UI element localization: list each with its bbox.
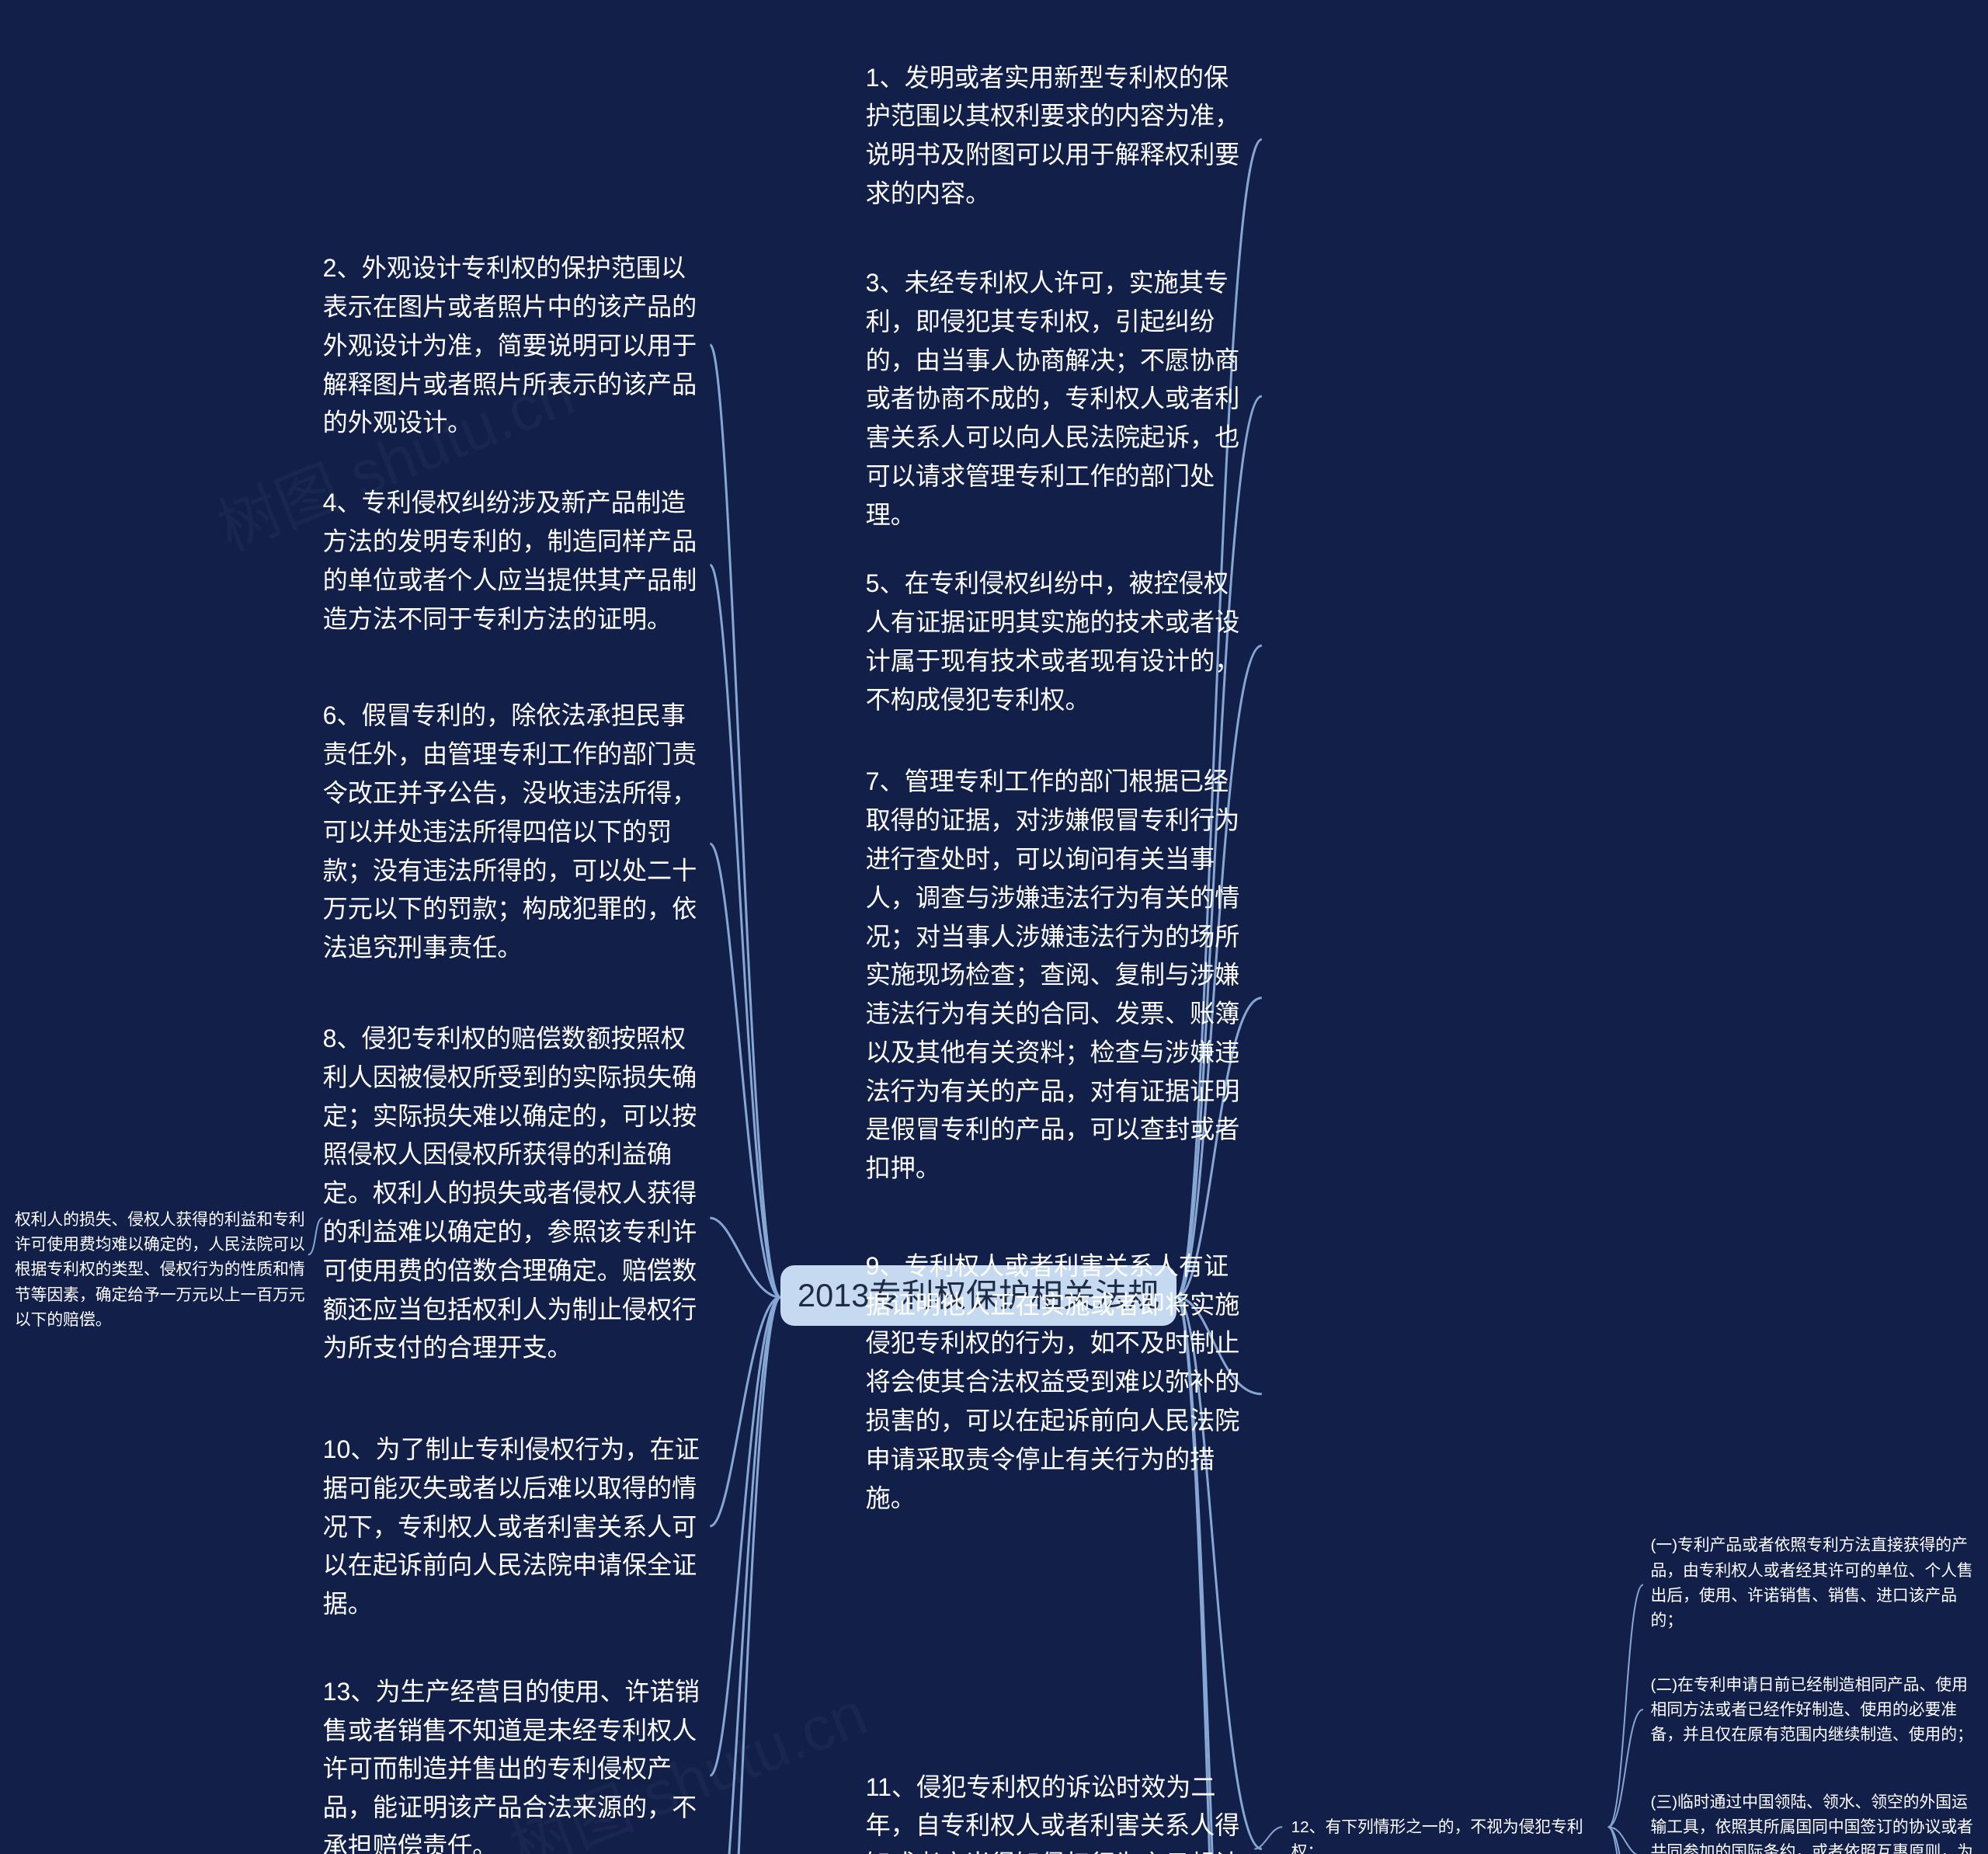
node-L8-extra: 权利人的损失、侵权人获得的利益和专利许可使用费均难以确定的，人民法院可以根据专利… [15, 1208, 308, 1333]
node-R12: 12、有下列情形之一的，不视为侵犯专利权： [1291, 1815, 1607, 1854]
node-L10: 10、为了制止专利侵权行为，在证据可能灭失或者以后难以取得的情况下，专利权人或者… [323, 1431, 711, 1624]
node-R7: 7、管理专利工作的部门根据已经取得的证据，对涉嫌假冒专利行为进行查处时，可以询问… [866, 763, 1253, 1188]
node-R11: 11、侵犯专利权的诉讼时效为二年，自专利权人或者利害关系人得知或者应当得知侵权行… [866, 1769, 1253, 1854]
node-R1: 1、发明或者实用新型专利权的保护范围以其权利要求的内容为准，说明书及附图可以用于… [866, 59, 1253, 214]
node-L2: 2、外观设计专利权的保护范围以表示在图片或者照片中的该产品的外观设计为准，简要说… [323, 249, 711, 443]
node-L4: 4、专利侵权纠纷涉及新产品制造方法的发明专利的，制造同样产品的单位或者个人应当提… [323, 484, 711, 638]
node-L13: 13、为生产经营目的使用、许诺销售或者销售不知道是未经专利权人许可而制造并售出的… [323, 1673, 711, 1854]
node-R9: 9、专利权人或者利害关系人有证据证明他人正在实施或者即将实施侵犯专利权的行为，如… [866, 1247, 1253, 1518]
node-L6: 6、假冒专利的，除依法承担民事责任外，由管理专利工作的部门责令改正并予公告，没收… [323, 697, 711, 967]
node-L8: 8、侵犯专利权的赔偿数额按照权利人因被侵权所受到的实际损失确定；实际损失难以确定… [323, 1020, 711, 1368]
node-R5: 5、在专利侵权纠纷中，被控侵权人有证据证明其实施的技术或者设计属于现有技术或者现… [866, 565, 1253, 719]
node-S2: (二)在专利申请日前已经制造相同产品、使用相同方法或者已经作好制造、使用的必要准… [1650, 1673, 1973, 1748]
node-S1: (一)专利产品或者依照专利方法直接获得的产品，由专利权人或者经其许可的单位、个人… [1650, 1533, 1973, 1633]
node-R3: 3、未经专利权人许可，实施其专利，即侵犯其专利权，引起纠纷的，由当事人协商解决；… [866, 264, 1253, 534]
node-S3: (三)临时通过中国领陆、领水、领空的外国运输工具，依照其所属国同中国签订的协议或… [1650, 1790, 1973, 1854]
